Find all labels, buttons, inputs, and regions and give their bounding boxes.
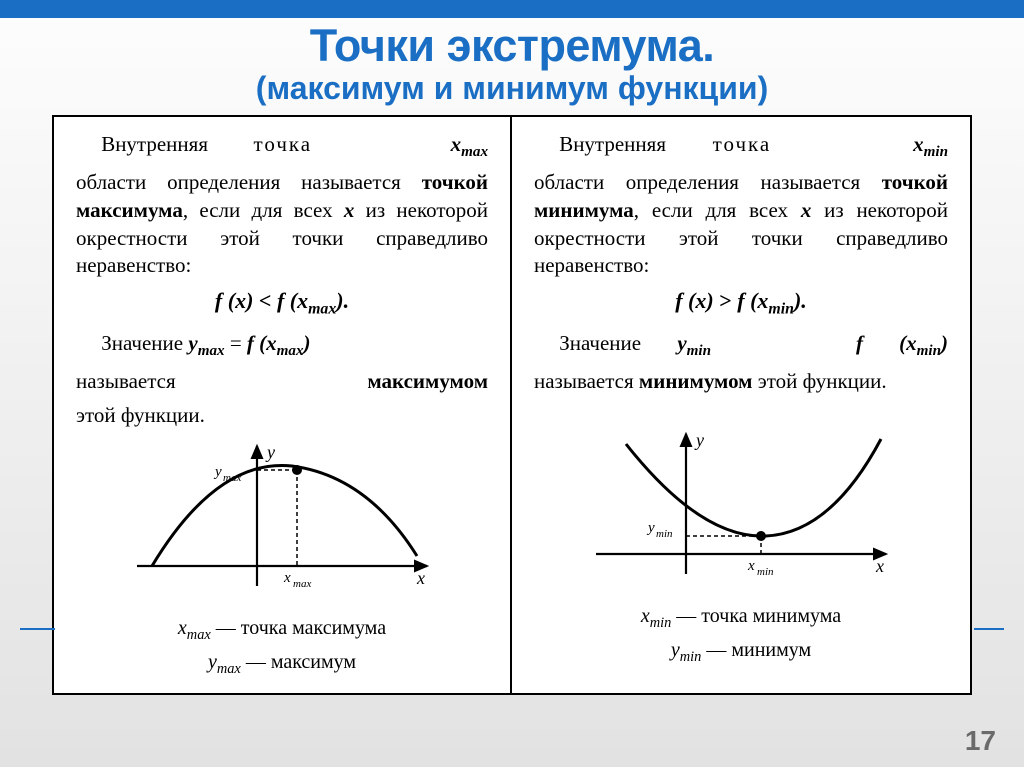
t: области определения назы­вается — [534, 170, 882, 194]
f: f (x — [856, 331, 917, 355]
svg-text:max: max — [293, 578, 311, 590]
left-rule — [20, 628, 55, 630]
caption-ymax: ymax — максимум — [76, 649, 488, 679]
min-para2: области определения назы­вается точкой м… — [534, 169, 948, 280]
sub: max — [198, 344, 225, 360]
t: этой функции. — [752, 369, 886, 393]
max-para1: Внутренняя точка xmax — [76, 131, 488, 163]
sub: min — [650, 615, 672, 631]
rhs-sub: max — [308, 300, 336, 317]
term-maximum: максимумом — [367, 369, 488, 393]
var: x — [641, 605, 650, 627]
svg-text:y: y — [694, 430, 704, 450]
svg-text:x: x — [747, 558, 755, 574]
op: < — [253, 288, 277, 313]
t: Значение — [559, 331, 677, 355]
caption-ymin: ymin — минимум — [534, 637, 948, 667]
rhs: f (x — [737, 288, 768, 313]
txt: — минимум — [701, 639, 811, 661]
page-number: 17 — [965, 725, 996, 757]
lhs: f (x) — [675, 288, 713, 313]
t: точка — [713, 132, 820, 156]
txt: — максимум — [241, 651, 356, 673]
sub: max — [187, 627, 211, 643]
svg-text:x: x — [416, 568, 425, 588]
svg-text:y: y — [265, 442, 275, 462]
caption-xmin: xmin — точка минимума — [534, 603, 948, 633]
max-para4a: называется максимумом — [76, 368, 488, 396]
f: f (x — [247, 331, 277, 355]
sub: min — [687, 344, 711, 360]
min-para4: называется минимумом этой функции. — [534, 368, 948, 396]
max-para2: области определения назы­вается точкой м… — [76, 169, 488, 280]
rhs-close: ). — [794, 288, 807, 313]
var: x — [178, 617, 187, 639]
graph-minimum: y x y min x min — [534, 424, 948, 599]
sub-min: min — [924, 144, 948, 160]
t: Внутренняя — [559, 132, 712, 156]
eq: = — [225, 331, 247, 355]
var-x: x — [451, 132, 462, 156]
t: называется — [534, 369, 639, 393]
max-para3: Значение ymax = f (xmax) — [76, 330, 488, 362]
page-title: Точки экстремума. — [0, 20, 1024, 72]
fclose: ) — [941, 331, 948, 355]
top-accent-bar — [0, 0, 1024, 18]
svg-text:x: x — [875, 556, 884, 576]
term-minimum: минимумом — [639, 369, 753, 393]
txt: — точка максимума — [211, 617, 386, 639]
t: , если для всех — [183, 198, 344, 222]
t: Внутренняя — [101, 132, 253, 156]
graph-maximum-svg: y x y max x max — [117, 436, 447, 606]
rhs-sub: min — [768, 300, 794, 317]
var-x: x — [913, 132, 924, 156]
svg-text:min: min — [757, 566, 774, 578]
sub-max: max — [461, 144, 488, 160]
svg-text:max: max — [223, 472, 241, 484]
graph-minimum-svg: y x y min x min — [576, 424, 906, 594]
var-y: y — [677, 331, 686, 355]
fsub: min — [917, 344, 941, 360]
op: > — [714, 288, 738, 313]
caption-xmax: xmax — точка максимума — [76, 615, 488, 645]
column-minimum: Внутренняя точка xmin области определени… — [512, 117, 970, 693]
sub: min — [680, 649, 702, 665]
t: этой функции. — [76, 403, 205, 427]
fsub: max — [277, 344, 304, 360]
var: y — [208, 651, 217, 673]
sub: max — [217, 661, 241, 677]
lhs: f (x) — [215, 288, 253, 313]
svg-text:min: min — [656, 528, 673, 540]
min-para3: Значение ymin f (xmin) — [534, 330, 948, 362]
fclose: ) — [304, 331, 311, 355]
min-para1: Внутренняя точка xmin — [534, 131, 948, 163]
t: Значение — [101, 331, 188, 355]
t: называется — [76, 369, 214, 393]
page-subtitle: (максимум и минимум функции) — [0, 70, 1024, 107]
column-maximum: Внутренняя точка xmax области определени… — [54, 117, 512, 693]
rhs: f (x — [277, 288, 308, 313]
t: области определения назы­вается — [76, 170, 422, 194]
max-para4b: этой функции. — [76, 402, 488, 430]
var-x: x — [801, 198, 812, 222]
formula-maximum: f (x) < f (xmax). — [76, 286, 488, 320]
svg-text:x: x — [283, 570, 291, 586]
svg-text:y: y — [213, 464, 222, 480]
rhs-close: ). — [336, 288, 349, 313]
content-box: Внутренняя точка xmax области определени… — [52, 115, 972, 695]
right-rule — [974, 628, 1004, 630]
svg-text:y: y — [646, 520, 655, 536]
txt: — точка минимума — [671, 605, 841, 627]
graph-maximum: y x y max x max — [76, 436, 488, 611]
var-y: y — [188, 331, 197, 355]
var: y — [671, 639, 680, 661]
t: , если для всех — [634, 198, 801, 222]
formula-minimum: f (x) > f (xmin). — [534, 286, 948, 320]
var-x: x — [344, 198, 355, 222]
t: точка — [254, 132, 360, 156]
